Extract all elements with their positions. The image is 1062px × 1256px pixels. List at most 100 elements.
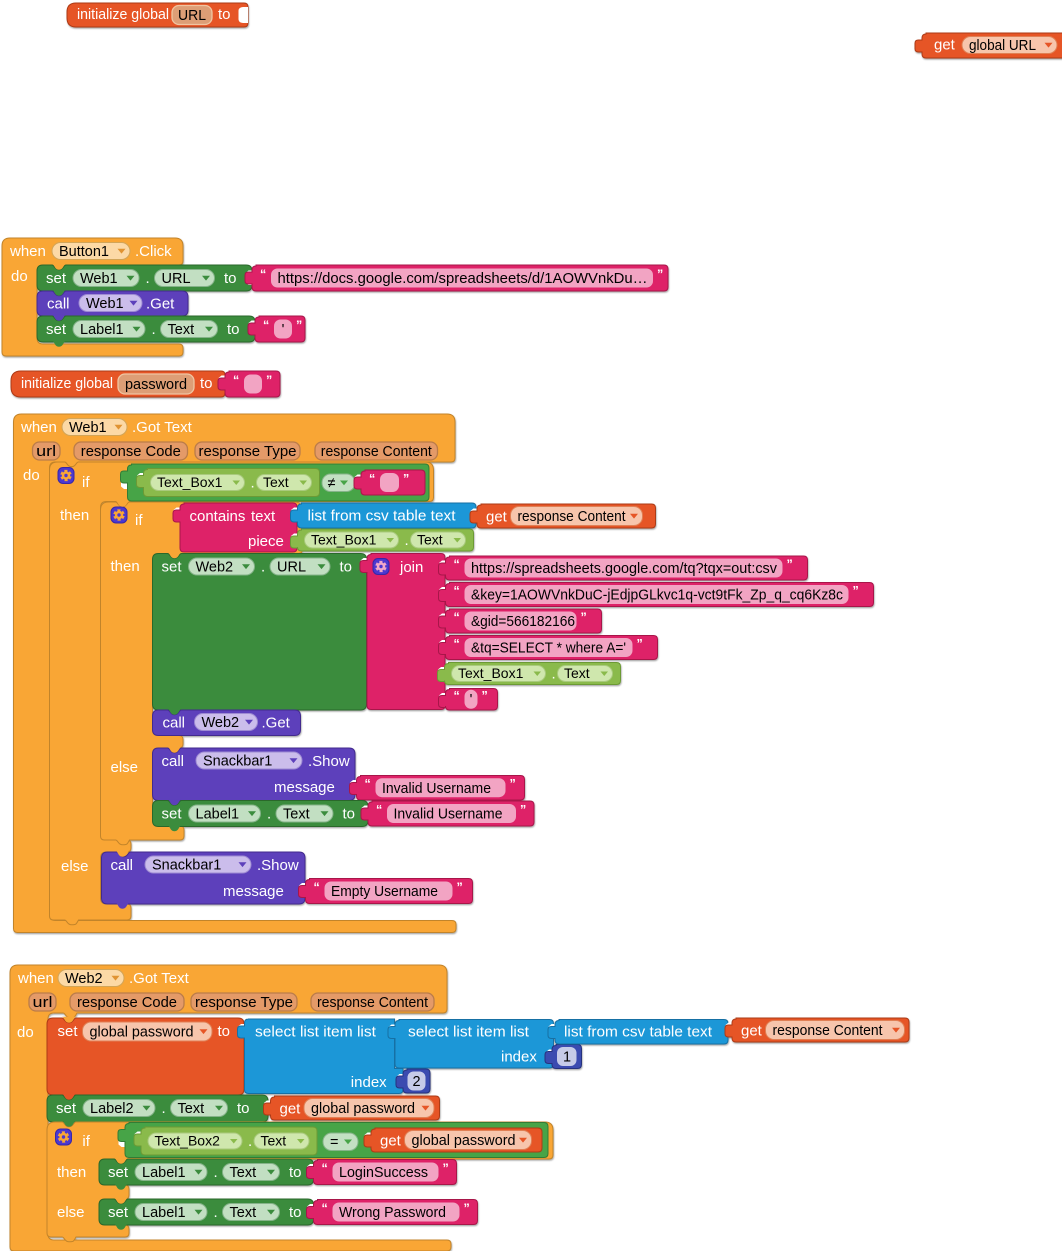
svg-text:“: “ bbox=[233, 374, 239, 388]
svg-text:Text: Text bbox=[168, 322, 195, 338]
svg-text:“: “ bbox=[365, 777, 371, 791]
svg-text:LoginSuccess: LoginSuccess bbox=[339, 1165, 428, 1181]
svg-text:“: “ bbox=[314, 881, 320, 895]
svg-text:message: message bbox=[274, 779, 335, 796]
svg-text:set: set bbox=[162, 559, 183, 576]
svg-text:”: ” bbox=[637, 637, 643, 651]
svg-text:call: call bbox=[163, 715, 186, 732]
svg-text:”: ” bbox=[464, 1202, 470, 1216]
svg-text:”: ” bbox=[443, 1162, 449, 1176]
svg-text:join: join bbox=[399, 559, 423, 576]
svg-text:.Get: .Get bbox=[146, 296, 175, 313]
svg-text:Empty Username: Empty Username bbox=[331, 884, 438, 900]
svg-text:Wrong Password: Wrong Password bbox=[339, 1205, 446, 1221]
svg-text:message: message bbox=[223, 883, 284, 900]
svg-text:to: to bbox=[289, 1204, 302, 1221]
svg-text:Snackbar1: Snackbar1 bbox=[203, 754, 272, 770]
svg-text:.: . bbox=[146, 270, 150, 287]
svg-text:if: if bbox=[135, 512, 143, 529]
svg-text:.: . bbox=[405, 532, 409, 549]
svg-text:initialize global: initialize global bbox=[77, 6, 169, 23]
svg-text:to: to bbox=[227, 321, 240, 338]
svg-text:set: set bbox=[46, 321, 67, 338]
svg-text:Web2: Web2 bbox=[65, 971, 103, 987]
svg-text:global password: global password bbox=[90, 1025, 194, 1041]
svg-text:if: if bbox=[82, 1133, 90, 1150]
svg-text:to: to bbox=[218, 1023, 231, 1040]
svg-text:select list item list: select list item list bbox=[255, 1024, 377, 1041]
svg-text:=: = bbox=[330, 1135, 338, 1151]
svg-text:response Code: response Code bbox=[77, 995, 177, 1011]
svg-text:Text: Text bbox=[564, 665, 590, 681]
svg-text:Text: Text bbox=[178, 1101, 205, 1117]
svg-text:': ' bbox=[282, 322, 285, 338]
svg-text:.Got Text: .Got Text bbox=[132, 419, 193, 436]
svg-text:Text: Text bbox=[230, 1165, 257, 1181]
svg-text:URL: URL bbox=[277, 560, 306, 576]
svg-text:“: “ bbox=[376, 803, 382, 817]
svg-text:get: get bbox=[741, 1023, 763, 1040]
svg-text:”: ” bbox=[457, 881, 463, 895]
svg-text:.: . bbox=[267, 806, 271, 823]
svg-text:Web2: Web2 bbox=[202, 715, 240, 731]
svg-text:when: when bbox=[9, 243, 46, 260]
svg-text:set: set bbox=[108, 1164, 129, 1181]
svg-text:“: “ bbox=[454, 689, 460, 703]
svg-text:Label1: Label1 bbox=[196, 807, 240, 823]
svg-text:set: set bbox=[56, 1100, 77, 1117]
svg-text:Web1: Web1 bbox=[80, 271, 118, 287]
svg-text:“: “ bbox=[454, 611, 460, 625]
svg-text:response Code: response Code bbox=[81, 444, 181, 460]
svg-text:”: ” bbox=[266, 374, 272, 388]
svg-text:password: password bbox=[125, 377, 187, 393]
svg-text:to: to bbox=[218, 6, 231, 23]
svg-text:“: “ bbox=[260, 268, 266, 282]
svg-text:Text: Text bbox=[263, 474, 289, 490]
svg-text:url: url bbox=[36, 444, 56, 460]
svg-text:”: ” bbox=[520, 803, 526, 817]
svg-text:.: . bbox=[214, 1164, 218, 1181]
svg-text:global password: global password bbox=[311, 1101, 415, 1117]
svg-text:to: to bbox=[343, 806, 356, 823]
svg-text:Invalid Username: Invalid Username bbox=[382, 781, 491, 797]
svg-text:response Content: response Content bbox=[321, 444, 432, 460]
svg-text:”: ” bbox=[657, 268, 663, 282]
svg-text:Label1: Label1 bbox=[142, 1205, 186, 1221]
svg-text:response Content: response Content bbox=[773, 1023, 883, 1039]
svg-text:set: set bbox=[108, 1204, 129, 1221]
svg-text:get: get bbox=[486, 509, 508, 526]
svg-text:to: to bbox=[237, 1100, 250, 1117]
svg-text:get: get bbox=[280, 1101, 302, 1118]
svg-text:&tq=SELECT * where A=': &tq=SELECT * where A=' bbox=[471, 641, 626, 657]
svg-text:do: do bbox=[23, 467, 40, 484]
svg-text:Text_Box1: Text_Box1 bbox=[458, 665, 524, 681]
svg-text:Web2: Web2 bbox=[196, 560, 234, 576]
svg-text:then: then bbox=[111, 558, 140, 575]
svg-text:call: call bbox=[111, 857, 134, 874]
svg-text:Label1: Label1 bbox=[80, 322, 124, 338]
svg-text:list from csv table text: list from csv table text bbox=[564, 1024, 713, 1041]
svg-text:“: “ bbox=[322, 1202, 328, 1216]
svg-text:set: set bbox=[58, 1023, 79, 1040]
svg-text:https://docs.google.com/spread: https://docs.google.com/spreadsheets/d/1… bbox=[278, 271, 648, 287]
svg-text:global password: global password bbox=[412, 1133, 516, 1149]
svg-text:response Content: response Content bbox=[518, 509, 626, 525]
svg-text:“: “ bbox=[369, 472, 375, 486]
svg-text:”: ” bbox=[510, 777, 516, 791]
svg-text:initialize global: initialize global bbox=[21, 375, 113, 392]
svg-text:response Content: response Content bbox=[317, 995, 428, 1011]
svg-text:to: to bbox=[340, 559, 353, 576]
svg-text:.Click: .Click bbox=[135, 243, 172, 260]
svg-text:Web1: Web1 bbox=[69, 420, 107, 436]
svg-text:to: to bbox=[224, 270, 237, 287]
svg-text:2: 2 bbox=[412, 1074, 420, 1090]
svg-text:Text_Box1: Text_Box1 bbox=[157, 474, 223, 490]
svg-text:.: . bbox=[552, 666, 556, 683]
svg-text:“: “ bbox=[454, 584, 460, 598]
svg-text:to: to bbox=[289, 1164, 302, 1181]
svg-text:”: ” bbox=[581, 611, 587, 625]
svg-text:else: else bbox=[57, 1204, 85, 1221]
svg-text:&key=1AOWVnkDuC-jEdjpGLkvc1q-v: &key=1AOWVnkDuC-jEdjpGLkvc1q-vct9tFk_Zp_… bbox=[471, 588, 843, 604]
svg-text:Invalid Username: Invalid Username bbox=[394, 807, 503, 823]
svg-text:else: else bbox=[111, 759, 139, 776]
